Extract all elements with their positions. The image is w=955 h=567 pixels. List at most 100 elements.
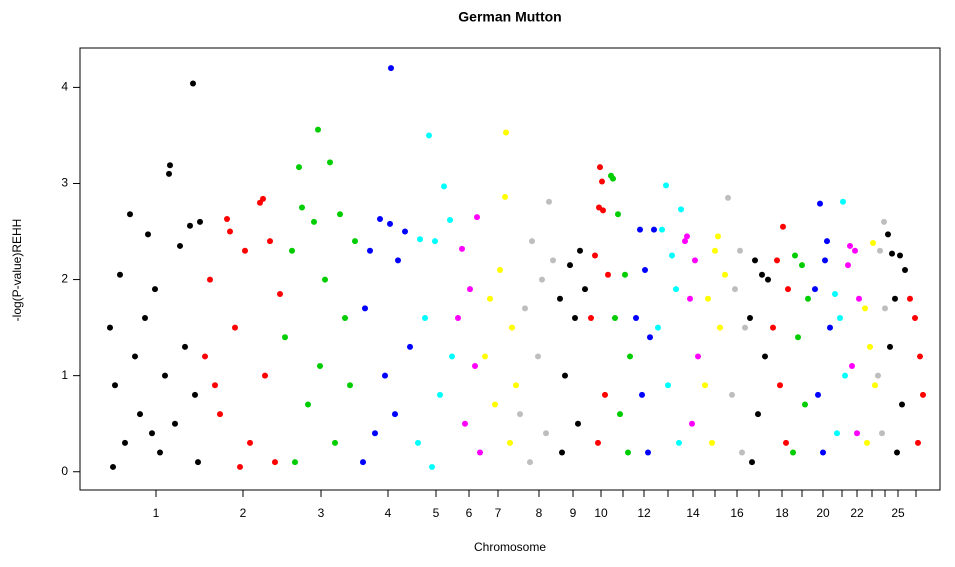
point	[647, 334, 653, 341]
point	[432, 238, 438, 245]
point	[917, 353, 923, 360]
point	[765, 276, 771, 283]
point	[262, 372, 268, 379]
point	[382, 372, 388, 379]
point	[676, 439, 682, 446]
x-tick-label: 8	[536, 506, 543, 520]
point	[822, 257, 828, 264]
point	[497, 266, 503, 273]
point	[322, 276, 328, 283]
x-tick-label: 16	[730, 506, 744, 520]
point	[317, 363, 323, 370]
point	[785, 286, 791, 293]
y-tick-label: 0	[61, 464, 68, 478]
point	[187, 222, 193, 229]
point	[737, 247, 743, 254]
point	[166, 170, 172, 177]
point	[659, 226, 665, 233]
point	[459, 245, 465, 252]
point	[777, 382, 783, 389]
point	[487, 295, 493, 302]
point	[437, 391, 443, 398]
point	[689, 420, 695, 427]
point	[802, 401, 808, 408]
point	[902, 266, 908, 273]
point	[912, 315, 918, 322]
point	[812, 286, 818, 293]
point	[422, 315, 428, 322]
point	[417, 236, 423, 243]
point	[388, 65, 394, 72]
point	[572, 315, 578, 322]
point	[377, 216, 383, 223]
point	[817, 200, 823, 207]
x-tick-label: 10	[594, 506, 608, 520]
point	[875, 372, 881, 379]
point	[242, 247, 248, 254]
point	[692, 257, 698, 264]
point	[610, 175, 616, 182]
point	[599, 178, 605, 185]
point	[799, 262, 805, 269]
x-axis-label: Chromosome	[474, 540, 546, 554]
point	[192, 391, 198, 398]
point	[824, 238, 830, 245]
point	[190, 80, 196, 87]
point	[592, 252, 598, 259]
y-tick-label: 2	[61, 272, 68, 286]
x-tick-label: 12	[637, 506, 651, 520]
x-tick-label: 2	[240, 506, 247, 520]
point	[849, 363, 855, 370]
x-tick-label: 7	[495, 506, 502, 520]
point	[747, 315, 753, 322]
point	[854, 430, 860, 437]
point	[595, 439, 601, 446]
point	[342, 315, 348, 322]
point	[892, 295, 898, 302]
x-tick-label: 18	[775, 506, 789, 520]
point	[752, 257, 758, 264]
point	[725, 194, 731, 201]
point	[615, 211, 621, 218]
point	[172, 420, 178, 427]
point	[472, 363, 478, 370]
point	[311, 218, 317, 225]
point	[684, 233, 690, 240]
point	[582, 286, 588, 293]
point	[157, 449, 163, 456]
point	[588, 315, 594, 322]
point	[762, 353, 768, 360]
point	[840, 198, 846, 205]
point	[827, 324, 833, 331]
point	[597, 164, 603, 171]
point	[837, 315, 843, 322]
point	[426, 132, 432, 139]
point	[142, 315, 148, 322]
point	[395, 257, 401, 264]
point	[217, 411, 223, 418]
point	[759, 271, 765, 278]
point	[881, 218, 887, 225]
point	[665, 382, 671, 389]
point	[695, 353, 701, 360]
point	[889, 250, 895, 257]
point	[907, 295, 913, 302]
point	[529, 238, 535, 245]
point	[455, 315, 461, 322]
point	[712, 247, 718, 254]
x-tick-label: 14	[686, 506, 700, 520]
point	[637, 226, 643, 233]
point	[915, 439, 921, 446]
x-tick-label: 9	[570, 506, 577, 520]
point	[315, 126, 321, 133]
point	[305, 401, 311, 408]
point	[152, 286, 158, 293]
point	[392, 411, 398, 418]
point	[845, 262, 851, 269]
point	[447, 216, 453, 223]
point	[182, 343, 188, 350]
point	[792, 252, 798, 259]
point	[897, 252, 903, 259]
point	[920, 391, 926, 398]
point	[232, 324, 238, 331]
